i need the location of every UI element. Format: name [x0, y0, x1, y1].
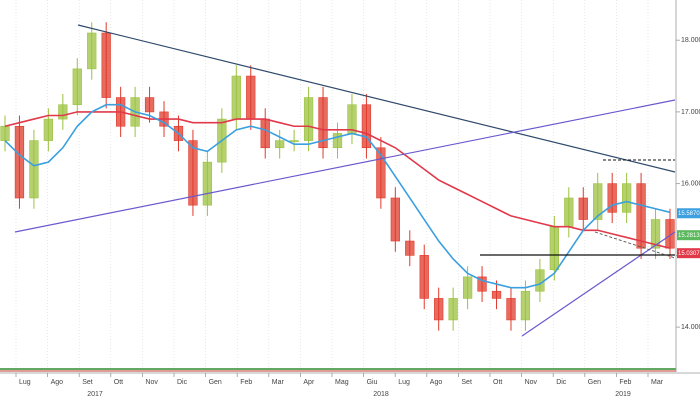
price-badge [677, 230, 700, 241]
x-tick-label: Feb [240, 379, 252, 386]
x-tick-label: Lug [398, 379, 410, 386]
price-badge-label: 15.2813 [678, 233, 700, 239]
year-label: 2019 [615, 391, 631, 398]
candle-body [202, 161, 213, 206]
candle-body [405, 240, 415, 256]
plot [0, 22, 675, 331]
candle-body [636, 183, 646, 249]
price-badge [677, 248, 700, 259]
candle-body [289, 140, 299, 142]
candle-body [549, 226, 559, 271]
candle-body [332, 133, 343, 149]
candle-body [303, 97, 314, 141]
x-tick-label: Ott [114, 379, 123, 386]
candle-body [87, 32, 97, 70]
x-tick-label: Mar [272, 379, 285, 386]
x-tick-label: Nov [525, 379, 538, 386]
candle-body [593, 183, 603, 220]
candle-body [607, 183, 617, 213]
channel-line [594, 231, 676, 259]
x-tick-label: Dic [177, 379, 188, 386]
candle-body [390, 197, 400, 242]
candle-body [462, 276, 473, 299]
candle-body [564, 197, 574, 227]
x-tick-label: Set [461, 379, 472, 386]
candle-body [621, 183, 632, 213]
x-tick-label: Apr [303, 379, 315, 386]
y-tick-label: 17.0000 [681, 109, 700, 116]
moving-average [4, 103, 671, 289]
candle-body [318, 97, 328, 149]
candle-body [246, 75, 256, 120]
candle-body [0, 125, 10, 141]
candle-body [477, 276, 487, 292]
x-tick-label: Gen [588, 379, 601, 386]
candle-body [520, 290, 531, 321]
candle-body [58, 104, 68, 120]
x-tick-label: Giu [367, 379, 378, 386]
x-tick-label: Ago [430, 379, 443, 386]
candle-body [376, 147, 386, 199]
trendline [77, 24, 676, 173]
candle-body [578, 197, 588, 220]
y-tick-label: 18.0000 [681, 37, 700, 44]
candle-body [144, 97, 155, 113]
candle-body [275, 140, 285, 149]
x-tick-label: Dic [556, 379, 567, 386]
candle-body [188, 140, 198, 206]
axes: 14.000015.000016.000017.000018.0000LugAg… [15, 37, 700, 398]
price-badge-label: 15.0307 [678, 251, 700, 257]
y-tick-label: 16.0000 [681, 180, 700, 187]
candle-body [535, 269, 545, 292]
x-tick-label: Ago [51, 379, 64, 386]
candle-body [650, 219, 661, 249]
candle-body [231, 75, 241, 120]
candle-body [448, 298, 458, 321]
candle-body [14, 125, 25, 199]
moving-average [4, 111, 671, 249]
year-label: 2017 [87, 391, 103, 398]
x-tick-label: Set [82, 379, 93, 386]
price-badge [677, 208, 700, 219]
candle-body [72, 68, 82, 106]
x-tick-label: Feb [619, 379, 631, 386]
candle-body [101, 32, 111, 98]
candle-body [434, 298, 444, 321]
x-tick-label: Ott [493, 379, 502, 386]
year-label: 2018 [373, 391, 389, 398]
candle-body [361, 104, 372, 149]
candle-body [43, 118, 54, 141]
price-badge-label: 15.5870 [678, 211, 700, 217]
candle-body [260, 118, 270, 149]
candle-body [491, 290, 502, 299]
y-tick-label: 14.0000 [681, 324, 700, 331]
trendlines [14, 24, 676, 337]
candle-body [29, 140, 39, 199]
x-tick-label: Nov [145, 379, 158, 386]
x-tick-label: Mag [335, 379, 349, 386]
trendline [14, 99, 676, 233]
candle-body [506, 298, 516, 321]
x-tick-label: Lug [19, 379, 31, 386]
x-tick-label: Gen [209, 379, 222, 386]
grid [15, 0, 649, 368]
x-tick-label: Mar [651, 379, 664, 386]
candle-body [419, 255, 429, 299]
